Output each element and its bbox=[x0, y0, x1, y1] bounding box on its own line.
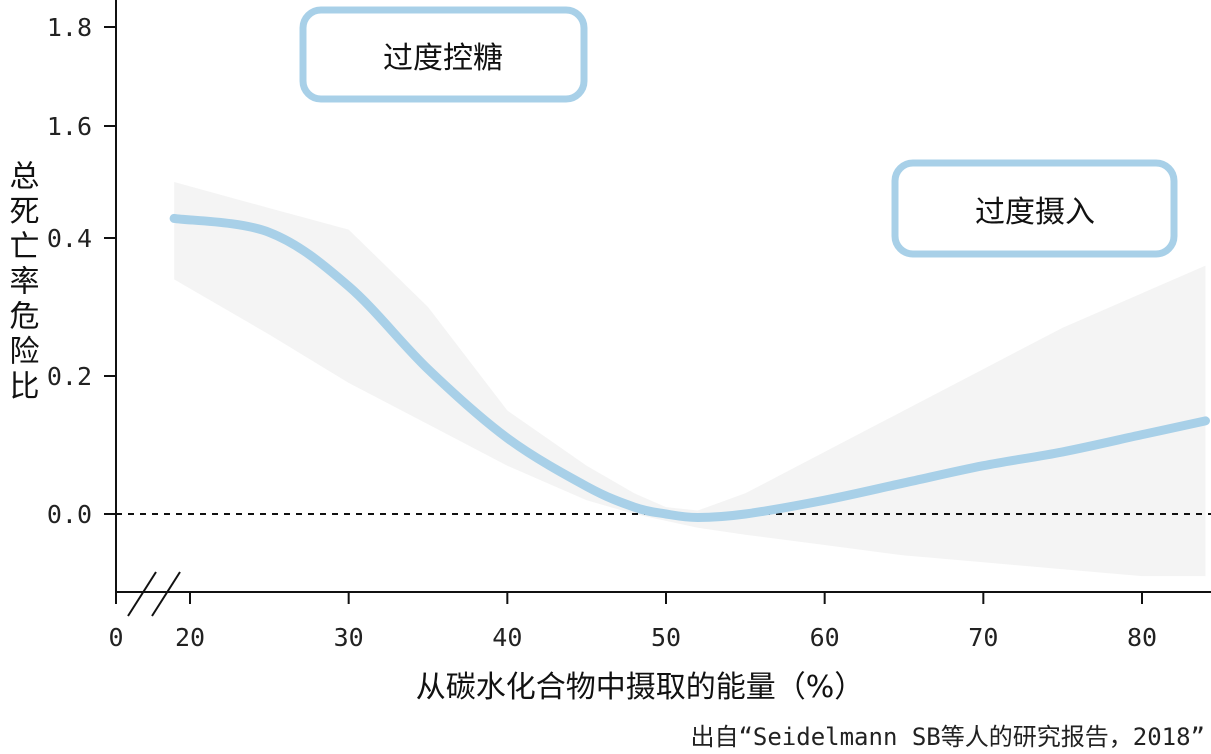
y-ticks: 0.0 0.2 0.4 1.6 1.8 bbox=[47, 13, 116, 529]
x-tick-label: 60 bbox=[810, 623, 840, 652]
x-axis-break-mark bbox=[151, 571, 181, 617]
source-note: 出自“Seidelmann SB等人的研究报告，2018” bbox=[690, 723, 1205, 751]
x-tick-label: 30 bbox=[334, 623, 364, 652]
annotation-box-over-restriction bbox=[299, 6, 588, 103]
y-tick-label: 0.0 bbox=[47, 500, 92, 529]
y-tick-label: 1.6 bbox=[47, 112, 92, 141]
x-axis-title: 从碳水化合物中摄取的能量（%） bbox=[416, 670, 865, 705]
annotation-over-restriction: 过度控糖 bbox=[383, 41, 503, 76]
x-axis-break-mark bbox=[127, 571, 157, 617]
hazard-ratio-curve bbox=[169, 213, 1210, 522]
x-ticks: 0 20 30 40 50 60 70 80 bbox=[108, 592, 1157, 652]
annotation-over-intake: 过度摄入 bbox=[975, 195, 1095, 230]
x-tick-label: 70 bbox=[968, 623, 998, 652]
annotation-box-over-intake bbox=[891, 159, 1178, 258]
y-tick-label: 1.8 bbox=[47, 13, 92, 42]
y-tick-label: 0.4 bbox=[47, 224, 92, 253]
x-tick-label: 0 bbox=[108, 623, 123, 652]
x-tick-label: 50 bbox=[651, 623, 681, 652]
x-tick-label: 40 bbox=[492, 623, 522, 652]
x-tick-label: 80 bbox=[1127, 623, 1157, 652]
y-axis-title: 总死亡率危险比 bbox=[4, 160, 40, 405]
x-tick-label: 20 bbox=[175, 623, 205, 652]
y-tick-label: 0.2 bbox=[47, 362, 92, 391]
